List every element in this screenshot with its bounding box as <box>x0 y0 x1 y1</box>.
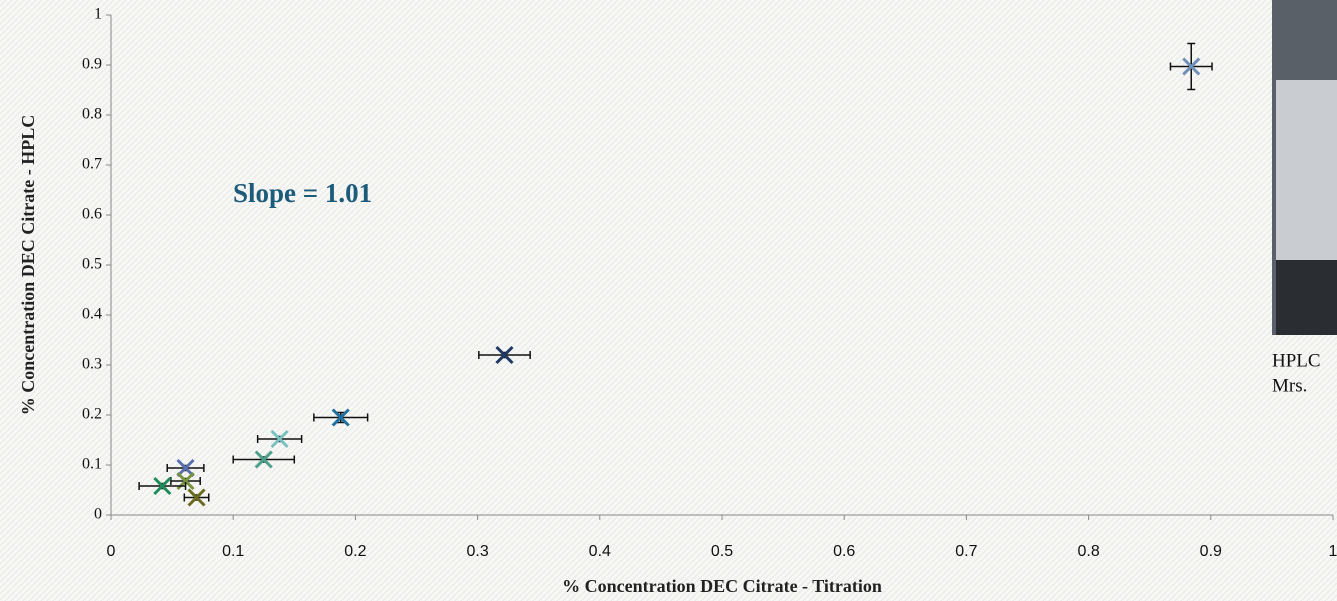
annotation: Slope = 1.01 <box>233 178 372 208</box>
x-tick-label: 1 <box>1329 543 1337 560</box>
photo-detail <box>1276 260 1337 335</box>
point <box>187 488 206 507</box>
point <box>254 450 273 469</box>
y-tick-label: 0.2 <box>82 406 102 423</box>
photo-caption: HPLC <box>1272 350 1321 371</box>
point <box>270 429 289 449</box>
point <box>1182 57 1201 76</box>
point <box>495 345 514 365</box>
x-axis-label: % Concentration DEC Citrate - Titration <box>562 576 882 596</box>
y-tick-label: 0.8 <box>82 106 102 123</box>
photo-detail <box>1276 80 1337 260</box>
x-tick-label: 0.7 <box>955 543 977 560</box>
y-tick-label: 0.6 <box>82 206 102 223</box>
y-axis-label: % Concentration DEC Citrate - HPLC <box>18 115 38 415</box>
x-tick-label: 0.3 <box>466 543 488 560</box>
point <box>153 476 172 496</box>
x-tick-label: 0.4 <box>589 543 611 560</box>
x-tick-label: 0.6 <box>833 543 855 560</box>
x-tick-label: 0 <box>107 543 116 560</box>
x-tick-label: 0.1 <box>222 543 244 560</box>
y-tick-label: 0.1 <box>82 456 102 473</box>
x-tick-label: 0.2 <box>344 543 366 560</box>
y-tick-label: 0.3 <box>82 356 102 373</box>
y-tick-label: 0.4 <box>82 306 102 323</box>
photo-caption: Mrs. <box>1272 375 1307 396</box>
point <box>331 408 350 427</box>
x-tick-label: 0.8 <box>1077 543 1099 560</box>
y-tick-label: 0.5 <box>82 256 102 273</box>
y-tick-label: 1 <box>94 6 102 23</box>
x-tick-label: 0.9 <box>1200 543 1222 560</box>
y-tick-label: 0.7 <box>82 156 102 173</box>
y-tick-label: 0.9 <box>82 56 102 73</box>
y-tick-label: 0 <box>94 506 102 523</box>
point <box>176 458 195 478</box>
x-tick-label: 0.5 <box>711 543 733 560</box>
